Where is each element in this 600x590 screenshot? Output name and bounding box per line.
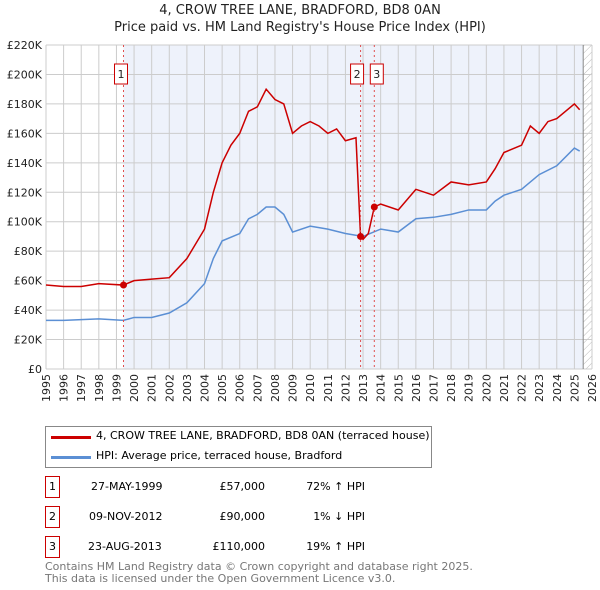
sale-date: 27-MAY-1999 xyxy=(91,480,163,493)
legend-line-hpi xyxy=(51,456,91,459)
y-tick-label: £220K xyxy=(7,39,43,52)
chart-subtitle: Price paid vs. HM Land Registry's House … xyxy=(114,20,486,35)
x-tick-label: 2012 xyxy=(339,374,352,402)
sale-hpi: 1% ↓ HPI xyxy=(313,510,365,523)
x-tick-label: 1998 xyxy=(93,374,106,402)
price-paid-line xyxy=(45,87,581,288)
y-tick-label: £100K xyxy=(7,216,43,229)
sale-label-box xyxy=(113,63,128,85)
y-tick-label: £80K xyxy=(14,245,43,258)
sale-price: £110,000 xyxy=(212,540,266,553)
sale-label: 2 xyxy=(354,68,361,81)
x-tick-label: 1999 xyxy=(110,374,123,402)
sale-price: £90,000 xyxy=(219,510,266,523)
sale-hpi: 72% ↑ HPI xyxy=(306,480,365,493)
x-tick-label: 2018 xyxy=(445,374,458,402)
x-tick-label: 2005 xyxy=(216,374,229,402)
legend-label-hpi: HPI: Average price, terraced house, Brad… xyxy=(96,449,343,462)
sale-row: 3 23-AUG-2013 £110,000 19% ↑ HPI xyxy=(45,536,445,558)
legend-line-price xyxy=(51,436,91,439)
y-tick-label: £20K xyxy=(14,334,43,347)
x-tick-label: 2017 xyxy=(427,374,440,402)
sale-label-box xyxy=(369,63,384,85)
x-tick-label: 1995 xyxy=(40,374,53,402)
y-tick-label: £140K xyxy=(7,157,43,170)
x-tick-label: 2021 xyxy=(498,374,511,402)
x-tick-label: 2010 xyxy=(304,374,317,402)
x-tick-label: 2001 xyxy=(146,374,159,402)
x-tick-label: 2013 xyxy=(357,374,370,402)
sale-marker: 2 xyxy=(45,506,60,528)
x-tick-label: 2023 xyxy=(533,374,546,402)
sale-label: 1 xyxy=(117,68,124,81)
x-tick-label: 2006 xyxy=(234,374,247,402)
x-tick-label: 2000 xyxy=(128,374,141,402)
footer-line1: Contains HM Land Registry data © Crown c… xyxy=(45,560,473,573)
sale-price: £57,000 xyxy=(219,480,266,493)
footer-line2: This data is licensed under the Open Gov… xyxy=(45,572,396,585)
sale-marker: 1 xyxy=(45,476,60,498)
x-tick-label: 2014 xyxy=(375,374,388,402)
x-tick-label: 1996 xyxy=(58,374,71,402)
x-tick-label: 2003 xyxy=(181,374,194,402)
x-tick-label: 2019 xyxy=(463,374,476,402)
hpi-line xyxy=(46,147,581,322)
sale-label: 3 xyxy=(373,68,380,81)
x-tick-label: 2016 xyxy=(410,374,423,402)
sale-marker: 3 xyxy=(45,536,60,558)
sale-point xyxy=(119,281,127,289)
sale-hpi: 19% ↑ HPI xyxy=(306,540,365,553)
y-tick-label: £0 xyxy=(28,363,42,376)
x-tick-label: 2009 xyxy=(287,374,300,402)
chart-title: 4, CROW TREE LANE, BRADFORD, BD8 0AN xyxy=(159,3,441,18)
x-tick-label: 1997 xyxy=(75,374,88,402)
x-tick-label: 2020 xyxy=(480,374,493,402)
x-tick-label: 2011 xyxy=(322,374,335,402)
y-tick-label: £40K xyxy=(14,304,43,317)
x-tick-label: 2022 xyxy=(516,374,529,402)
sale-date: 09-NOV-2012 xyxy=(89,510,163,523)
x-tick-label: 2008 xyxy=(269,374,282,402)
y-tick-label: £60K xyxy=(14,275,43,288)
y-tick-label: £180K xyxy=(7,98,43,111)
legend: 4, CROW TREE LANE, BRADFORD, BD8 0AN (te… xyxy=(45,426,432,468)
sale-date: 23-AUG-2013 xyxy=(88,540,162,553)
x-tick-label: 2026 xyxy=(586,374,599,402)
x-tick-label: 2015 xyxy=(392,374,405,402)
y-tick-label: £160K xyxy=(7,127,43,140)
sale-label-box xyxy=(350,63,365,85)
x-tick-label: 2007 xyxy=(251,374,264,402)
sale-point xyxy=(357,232,365,240)
forecast-hatch xyxy=(583,45,592,369)
x-tick-label: 2002 xyxy=(163,374,176,402)
x-tick-label: 2004 xyxy=(199,374,212,402)
y-tick-label: £200K xyxy=(7,68,43,81)
x-tick-label: 2025 xyxy=(568,374,581,402)
plot-area: 1995 1996 1997 1998 1999 2000 2001 2002 2003 2004… xyxy=(7,39,599,402)
x-tick-label: 2024 xyxy=(551,374,564,402)
shaded-ownership-region xyxy=(123,45,584,369)
sale-row: 2 09-NOV-2012 £90,000 1% ↓ HPI xyxy=(45,506,445,528)
legend-label-price: 4, CROW TREE LANE, BRADFORD, BD8 0AN (te… xyxy=(96,429,430,442)
y-tick-label: £120K xyxy=(7,186,43,199)
sale-row: 1 27-MAY-1999 £57,000 72% ↑ HPI xyxy=(45,476,445,498)
sale-point xyxy=(370,203,378,211)
